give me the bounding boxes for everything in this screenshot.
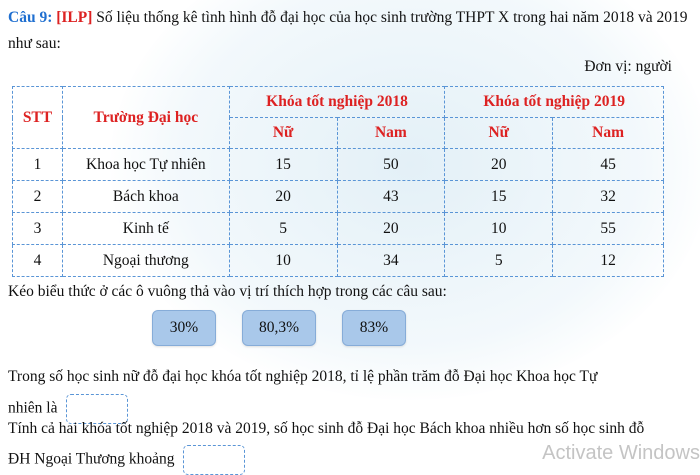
cell-male-2018: 34 bbox=[336, 244, 446, 277]
cell-male-2018: 50 bbox=[336, 148, 446, 181]
cell-female-2018: 5 bbox=[228, 212, 338, 245]
table-row: 2 Bách khoa 20 43 15 32 bbox=[12, 180, 664, 213]
table-row: 4 Ngoại thương 10 34 5 12 bbox=[12, 244, 664, 277]
unit-label: Đơn vị: người bbox=[584, 58, 672, 75]
cell-male-2018: 20 bbox=[336, 212, 446, 245]
question-tag: [ILP] bbox=[56, 9, 93, 26]
instruction-text: Kéo biểu thức ở các ô vuông thả vào vị t… bbox=[8, 283, 447, 300]
header-school: Trường Đại học bbox=[61, 86, 230, 149]
cell-stt: 2 bbox=[12, 180, 63, 213]
header-male-2019: Nam bbox=[552, 117, 664, 149]
cell-school: Bách khoa bbox=[61, 180, 230, 213]
cell-stt: 4 bbox=[12, 244, 63, 277]
cell-female-2018: 15 bbox=[228, 148, 338, 181]
header-year-2019: Khóa tốt nghiệp 2019 bbox=[444, 86, 664, 118]
sentence-2-line-1: Tính cả hai khóa tốt nghiệp 2018 và 2019… bbox=[8, 420, 645, 437]
statistics-table: STT Trường Đại học Khóa tốt nghiệp 2018 … bbox=[12, 86, 664, 277]
question-body: Số liệu thống kê tình hình đỗ đại học củ… bbox=[8, 9, 688, 52]
option-chip[interactable]: 80,3% bbox=[242, 310, 316, 346]
sentence-1-line-2: nhiên là bbox=[8, 399, 58, 417]
header-year-2018: Khóa tốt nghiệp 2018 bbox=[228, 86, 446, 118]
header-stt: STT bbox=[12, 86, 63, 149]
cell-female-2018: 20 bbox=[228, 180, 338, 213]
drop-target-1[interactable] bbox=[65, 394, 128, 424]
option-chip[interactable]: 83% bbox=[342, 310, 406, 346]
question-text: Câu 9: [ILP] Số liệu thống kê tình hình … bbox=[8, 5, 696, 57]
cell-school: Ngoại thương bbox=[61, 244, 230, 277]
header-female-2018: Nữ bbox=[228, 117, 338, 149]
cell-male-2019: 45 bbox=[552, 148, 664, 181]
table-row: 1 Khoa học Tự nhiên 15 50 20 45 bbox=[12, 148, 664, 181]
activate-windows-watermark: Activate Windows bbox=[542, 442, 700, 464]
header-female-2019: Nữ bbox=[444, 117, 554, 149]
cell-female-2019: 15 bbox=[444, 180, 554, 213]
cell-female-2019: 5 bbox=[444, 244, 554, 277]
sentence-1-line-1: Trong số học sinh nữ đỗ đại học khóa tốt… bbox=[8, 368, 598, 385]
cell-female-2018: 10 bbox=[228, 244, 338, 277]
header-male-2018: Nam bbox=[336, 117, 446, 149]
cell-school: Khoa học Tự nhiên bbox=[61, 148, 230, 181]
cell-male-2018: 43 bbox=[336, 180, 446, 213]
cell-stt: 1 bbox=[12, 148, 63, 181]
option-chip[interactable]: 30% bbox=[152, 310, 216, 346]
sentence-2-line-2: ĐH Ngoại Thương khoảng bbox=[8, 450, 175, 468]
cell-female-2019: 10 bbox=[444, 212, 554, 245]
table-row: 3 Kinh tế 5 20 10 55 bbox=[12, 212, 664, 245]
sentence-1: Trong số học sinh nữ đỗ đại học khóa tốt… bbox=[8, 364, 597, 424]
cell-school: Kinh tế bbox=[61, 212, 230, 245]
cell-stt: 3 bbox=[12, 212, 63, 245]
cell-female-2019: 20 bbox=[444, 148, 554, 181]
cell-male-2019: 55 bbox=[552, 212, 664, 245]
cell-male-2019: 32 bbox=[552, 180, 664, 213]
sentence-2: Tính cả hai khóa tốt nghiệp 2018 và 2019… bbox=[8, 416, 644, 475]
question-number: Câu 9: bbox=[8, 9, 53, 26]
cell-male-2019: 12 bbox=[552, 244, 664, 277]
